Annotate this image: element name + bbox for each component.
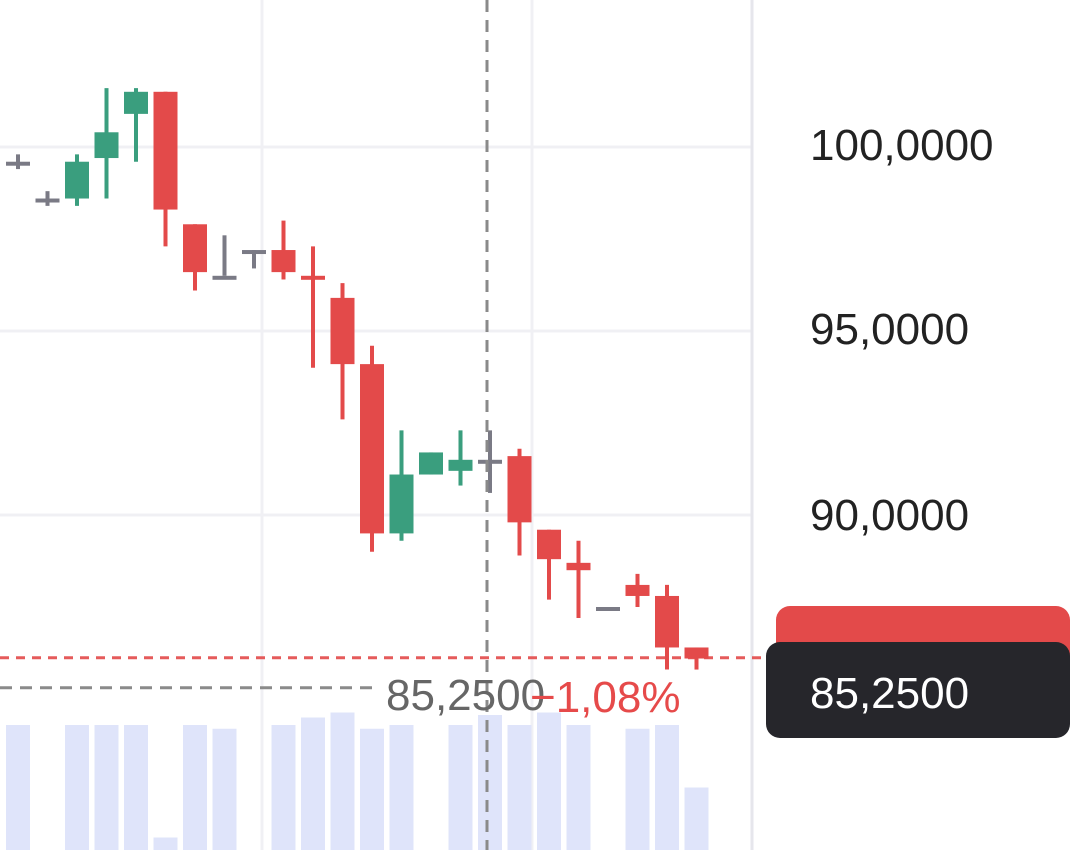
candle-body <box>507 456 532 523</box>
candle <box>537 529 561 600</box>
candle <box>271 220 296 280</box>
volume-bar <box>153 837 178 850</box>
volume-bar <box>360 728 384 850</box>
candle <box>389 430 414 541</box>
candle <box>65 154 89 206</box>
candle-body <box>448 459 473 471</box>
price-tag-dark-background <box>766 642 1070 738</box>
candle <box>360 345 384 552</box>
candle <box>124 88 148 162</box>
overlays <box>0 0 766 850</box>
candle <box>419 452 443 475</box>
candle-body <box>65 161 89 199</box>
volume-bar <box>301 717 325 850</box>
volume-bar <box>389 725 414 850</box>
candle <box>507 448 532 556</box>
volume-bar <box>183 725 207 850</box>
volume-bar <box>507 725 532 850</box>
candle <box>596 607 620 611</box>
candles <box>6 88 709 670</box>
volume-bar <box>684 787 709 850</box>
candle-body <box>655 595 679 648</box>
candle <box>566 540 591 619</box>
volume-bar <box>655 725 679 850</box>
crosshair-price-label: 85,2500 <box>386 671 545 720</box>
candle-body <box>183 224 207 273</box>
candle-body <box>35 198 60 203</box>
candle <box>183 224 207 291</box>
candle-body <box>242 250 266 255</box>
candle-body <box>271 250 296 273</box>
volume-bar <box>448 725 473 850</box>
volume-bar <box>94 725 119 850</box>
volume-bar <box>124 725 148 850</box>
y-tick-label: 90,0000 <box>810 491 969 540</box>
candle <box>478 430 502 493</box>
candle-body <box>6 161 30 166</box>
candle-body <box>566 562 591 571</box>
candle-body <box>389 474 414 534</box>
candle-body <box>330 297 355 365</box>
candle-body <box>153 91 178 210</box>
candle <box>94 88 119 199</box>
change-percent-label: −1,08% <box>530 673 680 722</box>
candle-body <box>360 364 384 534</box>
volume-bars <box>6 712 709 850</box>
candle-body <box>419 452 443 475</box>
candle <box>153 91 178 247</box>
candle <box>6 154 30 170</box>
current-price-label: 85,2500 <box>810 669 969 718</box>
candle-body <box>94 132 119 159</box>
y-axis: 100,0000 95,0000 90,0000 <box>810 121 994 540</box>
volume-bar <box>212 728 237 850</box>
candle <box>212 235 237 280</box>
candle <box>301 246 325 368</box>
candle <box>448 430 473 486</box>
candle-body <box>684 647 709 659</box>
volume-bar <box>65 725 89 850</box>
crosshair-readout: 85,2500 −1,08% <box>386 671 680 722</box>
volume-bar <box>271 725 296 850</box>
candle <box>625 573 650 607</box>
volume-bar <box>566 725 591 850</box>
candle <box>655 584 679 670</box>
candle <box>330 283 355 420</box>
candle-body <box>301 275 325 280</box>
volume-bar <box>625 728 650 850</box>
candle-body <box>625 584 650 596</box>
candle <box>242 250 266 269</box>
volume-bar <box>478 715 502 850</box>
y-tick-label: 100,0000 <box>810 121 994 170</box>
y-tick-label: 95,0000 <box>810 305 969 354</box>
volume-bar <box>537 712 561 850</box>
current-price-tag: 85,2500 <box>766 606 1070 738</box>
candle-body <box>124 91 148 114</box>
candle <box>35 191 60 206</box>
candle-body <box>212 275 237 280</box>
volume-bar <box>6 725 30 850</box>
candle-body <box>478 459 502 464</box>
candle-body <box>596 607 620 611</box>
volume-bar <box>330 712 355 850</box>
candle-body <box>537 529 561 560</box>
